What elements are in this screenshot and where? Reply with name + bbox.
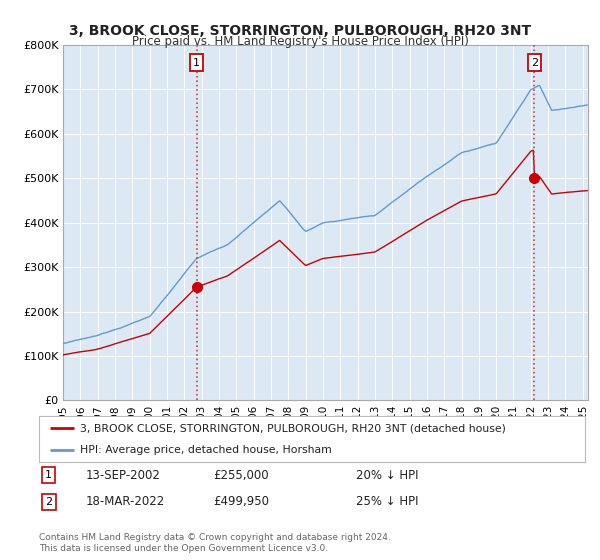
Text: 2: 2 — [45, 497, 52, 507]
Text: Price paid vs. HM Land Registry's House Price Index (HPI): Price paid vs. HM Land Registry's House … — [131, 35, 469, 48]
Text: 1: 1 — [193, 58, 200, 68]
Text: 13-SEP-2002: 13-SEP-2002 — [85, 469, 160, 482]
Text: 25% ↓ HPI: 25% ↓ HPI — [356, 496, 418, 508]
Text: 3, BROOK CLOSE, STORRINGTON, PULBOROUGH, RH20 3NT: 3, BROOK CLOSE, STORRINGTON, PULBOROUGH,… — [69, 24, 531, 38]
Text: £255,000: £255,000 — [214, 469, 269, 482]
Text: 20% ↓ HPI: 20% ↓ HPI — [356, 469, 418, 482]
Text: 2: 2 — [531, 58, 538, 68]
Text: £499,950: £499,950 — [214, 496, 270, 508]
Text: HPI: Average price, detached house, Horsham: HPI: Average price, detached house, Hors… — [80, 445, 332, 455]
Text: 1: 1 — [46, 470, 52, 480]
Text: Contains HM Land Registry data © Crown copyright and database right 2024.
This d: Contains HM Land Registry data © Crown c… — [39, 533, 391, 553]
Text: 3, BROOK CLOSE, STORRINGTON, PULBOROUGH, RH20 3NT (detached house): 3, BROOK CLOSE, STORRINGTON, PULBOROUGH,… — [80, 423, 506, 433]
Text: 18-MAR-2022: 18-MAR-2022 — [85, 496, 164, 508]
